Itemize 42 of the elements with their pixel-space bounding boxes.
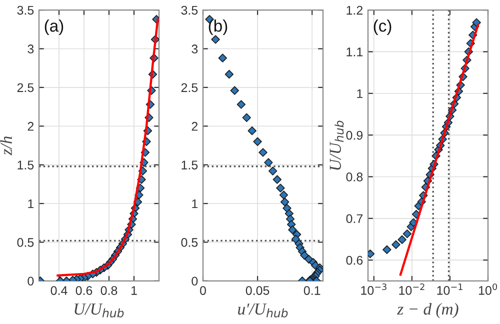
x-tick-label: 0	[200, 286, 206, 295]
y-tick-label: 0.5	[17, 238, 34, 247]
y-tick-label: 3	[28, 44, 34, 54]
x-axis-title: u′/U$_{hub}$	[238, 304, 288, 318]
annotation: (c)	[374, 20, 392, 36]
x-axis-title: U/U$_{hub}$	[74, 304, 124, 318]
y-tick-label: 3	[192, 44, 198, 54]
y-axis-title: z/h	[0, 136, 12, 156]
y-tick-label: 1	[357, 89, 363, 98]
x-tick-label: 10$^{−1}$	[437, 284, 462, 295]
x-tick-label: 10$^{−2}$	[399, 283, 424, 295]
y-tick-label: 3.5	[17, 6, 34, 15]
y-tick-label: 1	[28, 199, 34, 208]
y-tick-label: 2	[192, 122, 198, 131]
annotation: (a)	[44, 20, 64, 36]
y-tick-label: 0.7	[346, 214, 363, 224]
x-tick-label: 0.05	[246, 286, 270, 295]
y-tick-label: 3.5	[181, 6, 198, 15]
y-tick-label: 1	[192, 199, 198, 208]
x-tick-label: 10$^{−3}$	[361, 283, 386, 295]
y-tick-label: 2.5	[17, 83, 34, 92]
y-tick-label: 0	[192, 276, 198, 286]
annotation: (b)	[208, 20, 228, 36]
y-tick-label: 1.5	[182, 160, 198, 170]
x-tick-label: 0.8	[100, 286, 118, 295]
y-tick-label: 0.9	[346, 130, 363, 140]
y-tick-label: 0	[28, 276, 34, 286]
x-tick-label: 0.6	[76, 286, 92, 295]
x-axis-title: z − d (m)	[396, 302, 458, 318]
y-tick-label: 2.5	[181, 83, 198, 92]
y-axis-title: U/U$_{hub}$	[330, 120, 344, 170]
y-tick-label: 2	[28, 122, 34, 131]
y-tick-label: 1.5	[18, 160, 34, 170]
y-tick-label: 0.6	[346, 256, 363, 265]
y-tick-label: 0.8	[346, 172, 363, 182]
x-tick-label: 0.4	[50, 286, 68, 295]
y-tick-label: 1.1	[346, 48, 363, 56]
x-tick-label: 1	[131, 286, 137, 295]
x-tick-label: 10$^{0}$	[478, 283, 498, 295]
y-tick-label: 1.2	[346, 6, 363, 15]
y-tick-label: 0.5	[181, 238, 198, 247]
x-tick-label: 0.1	[304, 286, 320, 295]
